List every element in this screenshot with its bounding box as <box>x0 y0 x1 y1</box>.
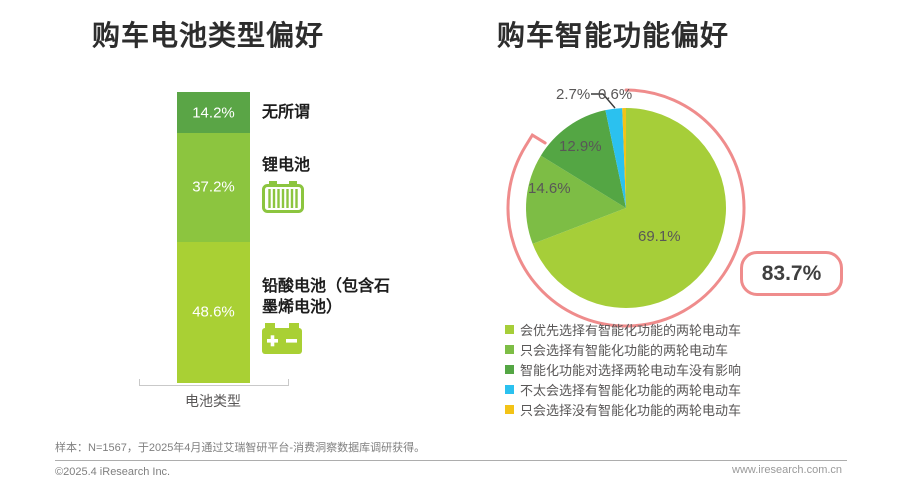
pie-chart <box>506 88 746 328</box>
legend-item-0: 会优先选择有智能化功能的两轮电动车 <box>505 319 741 339</box>
legend-label: 不太会选择有智能化功能的两轮电动车 <box>520 382 742 398</box>
legend-item-4: 只会选择没有智能化功能的两轮电动车 <box>505 399 741 419</box>
legend-marker-icon <box>505 364 514 374</box>
highlight-total-badge: 83.7% <box>740 251 843 296</box>
segment-label-dont-care: 无所谓 <box>262 104 311 121</box>
lithium-battery-icon <box>262 181 304 218</box>
pie-slice-0 <box>532 108 727 308</box>
x-axis-label: 电池类型 <box>185 393 241 409</box>
pie-slice-4 <box>622 108 626 208</box>
bar-segment-0: 14.2% <box>177 92 250 134</box>
x-axis-line <box>139 379 289 386</box>
footer-divider <box>55 460 847 461</box>
legend-item-2: 智能化功能对选择两轮电动车没有影响 <box>505 359 741 379</box>
pie-slices <box>526 108 727 308</box>
lead-acid-battery-icon <box>262 323 302 359</box>
legend-marker-icon <box>505 344 514 354</box>
pie-value-0: 69.1% <box>638 228 681 245</box>
legend-label: 会优先选择有智能化功能的两轮电动车 <box>520 322 742 338</box>
legend-item-3: 不太会选择有智能化功能的两轮电动车 <box>505 379 741 399</box>
legend-item-1: 只会选择有智能化功能的两轮电动车 <box>505 339 741 359</box>
copyright-text: ©2025.4 iResearch Inc. <box>55 466 171 478</box>
pie-legend: 会优先选择有智能化功能的两轮电动车 只会选择有智能化功能的两轮电动车 智能化功能对选… <box>505 319 741 419</box>
battery-bar-stack: 14.2% 37.2% 48.6% <box>177 92 250 383</box>
pie-value-2: 12.9% <box>559 138 602 155</box>
highlight-arc <box>506 88 746 328</box>
legend-marker-icon <box>505 404 514 414</box>
pie-slice-3 <box>605 108 626 208</box>
bar-segment-value: 14.2% <box>192 104 235 122</box>
pie-value-3: 2.7% <box>556 86 591 103</box>
segment-label-lead-acid: 铅酸电池（包含石墨烯电池） <box>262 278 391 316</box>
pie-value-4: 0.6% <box>598 86 633 103</box>
pie-value-1: 14.6% <box>528 180 571 197</box>
website-text: www.iresearch.com.cn <box>732 464 843 476</box>
legend-label: 只会选择有智能化功能的两轮电动车 <box>520 342 729 358</box>
segment-label-lithium: 锂电池 <box>262 157 311 174</box>
left-chart-title: 购车电池类型偏好 <box>92 20 325 51</box>
bar-segment-value: 37.2% <box>192 178 235 196</box>
right-chart-title: 购车智能功能偏好 <box>497 20 730 51</box>
pie-slice-2 <box>540 110 626 208</box>
legend-marker-icon <box>505 384 514 394</box>
sample-note: 样本：N=1567，于2025年4月通过艾瑞智研平台-消费洞察数据库调研获得。 <box>55 442 426 454</box>
bar-segment-value: 48.6% <box>192 303 235 321</box>
legend-label: 智能化功能对选择两轮电动车没有影响 <box>520 362 742 378</box>
legend-marker-icon <box>505 324 514 334</box>
bar-segment-2: 48.6% <box>177 241 250 383</box>
pie-slice-1 <box>526 155 626 244</box>
leader-line-2.7-percent <box>591 93 616 109</box>
legend-label: 只会选择没有智能化功能的两轮电动车 <box>520 402 742 418</box>
bar-segment-1: 37.2% <box>177 133 250 242</box>
